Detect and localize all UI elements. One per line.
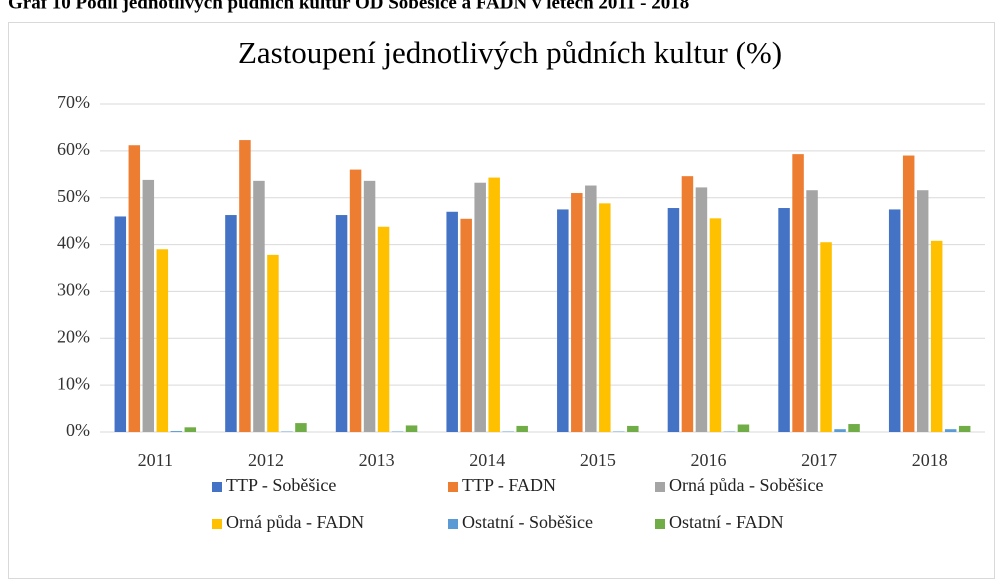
bar: [944, 429, 957, 432]
bar: [267, 254, 279, 432]
bar: [585, 185, 597, 432]
bar: [820, 242, 832, 432]
bar: [557, 209, 569, 432]
bar: [170, 431, 183, 432]
bar: [377, 226, 390, 432]
legend-swatch: [448, 519, 458, 529]
bar: [128, 145, 141, 432]
bar: [792, 154, 804, 432]
bar: [156, 249, 169, 432]
bar: [958, 425, 971, 432]
bar: [834, 429, 846, 432]
bar: [888, 209, 901, 432]
y-tick-label: 70%: [57, 92, 90, 112]
bar: [142, 179, 155, 432]
bar: [239, 140, 251, 432]
y-tick-label: 30%: [57, 280, 90, 300]
y-tick-label: 20%: [57, 326, 90, 346]
bar: [571, 193, 583, 432]
legend-label: Orná půda - Soběšice: [669, 475, 823, 495]
bar: [474, 182, 486, 432]
bar: [516, 425, 528, 432]
chart-title: Zastoupení jednotlivých půdních kultur (…: [238, 35, 782, 70]
legend-label: TTP - FADN: [462, 475, 556, 495]
legend-swatch: [655, 482, 665, 492]
bar: [599, 203, 611, 432]
bar: [488, 177, 500, 432]
y-tick-label: 10%: [57, 373, 90, 393]
x-tick-label: 2011: [138, 450, 173, 470]
legend-label: TTP - Soběšice: [226, 475, 336, 495]
bar: [806, 190, 818, 432]
bar: [902, 155, 915, 433]
x-tick-label: 2014: [469, 450, 505, 470]
bar: [737, 424, 750, 432]
bar: [848, 424, 860, 432]
x-tick-label: 2018: [912, 450, 948, 470]
bar: [930, 240, 943, 432]
x-tick-label: 2013: [359, 450, 395, 470]
bar: [460, 218, 472, 432]
bar: [916, 190, 929, 432]
bar: [349, 169, 362, 432]
legend-label: Ostatní - Soběšice: [462, 512, 593, 532]
legend-swatch: [448, 482, 458, 492]
bar: [253, 180, 265, 432]
bar: [295, 423, 307, 432]
y-tick-label: 40%: [57, 233, 90, 253]
bar: [667, 208, 680, 432]
legend-label: Orná půda - FADN: [226, 512, 364, 532]
bar: [446, 211, 458, 432]
y-tick-label: 60%: [57, 139, 90, 159]
bar: [778, 208, 790, 432]
bar: [363, 180, 376, 432]
bar: [114, 216, 127, 432]
bar: [184, 427, 197, 432]
caption: Graf 10 Podíl jednotlivých půdních kultu…: [8, 0, 689, 13]
bar: [405, 425, 418, 432]
y-tick-label: 50%: [57, 186, 90, 206]
bar: [627, 425, 639, 432]
x-tick-label: 2015: [580, 450, 616, 470]
legend-label: Ostatní - FADN: [669, 512, 784, 532]
bar: [695, 187, 708, 432]
x-tick-label: 2012: [248, 450, 284, 470]
chart-border: [8, 22, 995, 579]
legend-swatch: [212, 482, 222, 492]
bar: [681, 176, 694, 432]
bar: [225, 215, 237, 432]
bar: [709, 218, 722, 432]
legend-swatch: [655, 519, 665, 529]
x-tick-label: 2017: [801, 450, 837, 470]
bar: [335, 215, 348, 432]
y-tick-label: 0%: [66, 420, 90, 440]
x-tick-label: 2016: [690, 450, 726, 470]
legend-swatch: [212, 519, 222, 529]
